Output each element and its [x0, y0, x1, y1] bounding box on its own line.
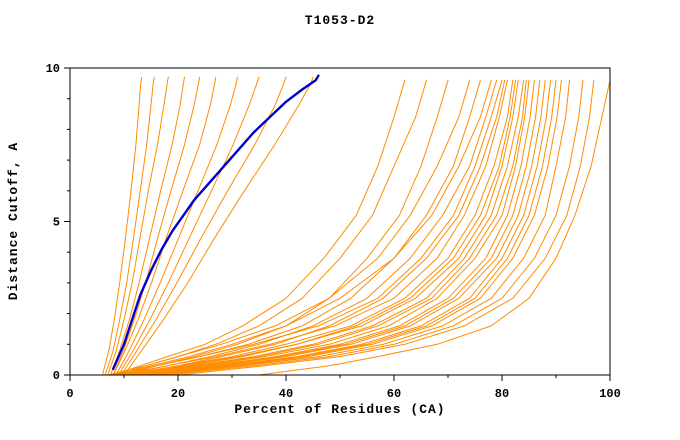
model-curve	[115, 76, 238, 376]
model-curve	[134, 79, 525, 376]
model-curve	[150, 79, 546, 376]
x-tick-label: 80	[495, 387, 509, 401]
model-curve	[139, 79, 527, 376]
model-curve	[104, 76, 155, 376]
model-curve	[155, 79, 562, 376]
model-curve	[101, 76, 143, 376]
model-curve	[123, 79, 506, 376]
model-curve	[112, 76, 201, 376]
model-curve	[150, 79, 552, 376]
y-axis-label: Distance Cutoff, A	[6, 142, 21, 300]
x-tick-label: 20	[171, 387, 185, 401]
model-curve	[177, 79, 595, 376]
model-curve	[123, 76, 314, 376]
model-curve	[166, 79, 584, 376]
model-curve	[112, 79, 492, 376]
model-curve	[155, 79, 557, 376]
model-curve	[128, 79, 516, 376]
series-layer	[101, 74, 611, 376]
axes-layer: 0 20 40 60 80 100 0 5 10	[46, 62, 621, 401]
x-tick-label: 100	[599, 387, 621, 401]
y-tick-label: 0	[53, 369, 60, 383]
model-curve	[110, 76, 185, 376]
model-curve	[128, 79, 514, 376]
highlight-curve	[111, 74, 320, 371]
model-curve	[107, 76, 169, 376]
model-curve	[134, 79, 519, 376]
model-curve	[161, 79, 570, 376]
model-curve	[258, 79, 611, 376]
x-tick-label: 40	[279, 387, 293, 401]
model-curve	[107, 79, 471, 376]
model-curve	[118, 79, 503, 376]
model-curve	[123, 79, 449, 376]
model-curve	[145, 79, 541, 376]
model-curve	[112, 76, 217, 376]
y-tick-label: 10	[46, 62, 60, 76]
x-tick-label: 0	[66, 387, 73, 401]
model-curve	[120, 76, 287, 376]
model-curve	[118, 79, 498, 376]
model-curve	[139, 79, 530, 376]
x-axis-label: Percent of Residues (CA)	[234, 402, 445, 417]
y-tick-label: 5	[53, 216, 60, 230]
model-curve	[145, 79, 535, 376]
x-tick-label: 60	[387, 387, 401, 401]
model-curve	[123, 79, 508, 376]
chart-title: T1053-D2	[305, 13, 375, 28]
model-curve	[118, 76, 260, 376]
model-curve	[112, 79, 406, 376]
